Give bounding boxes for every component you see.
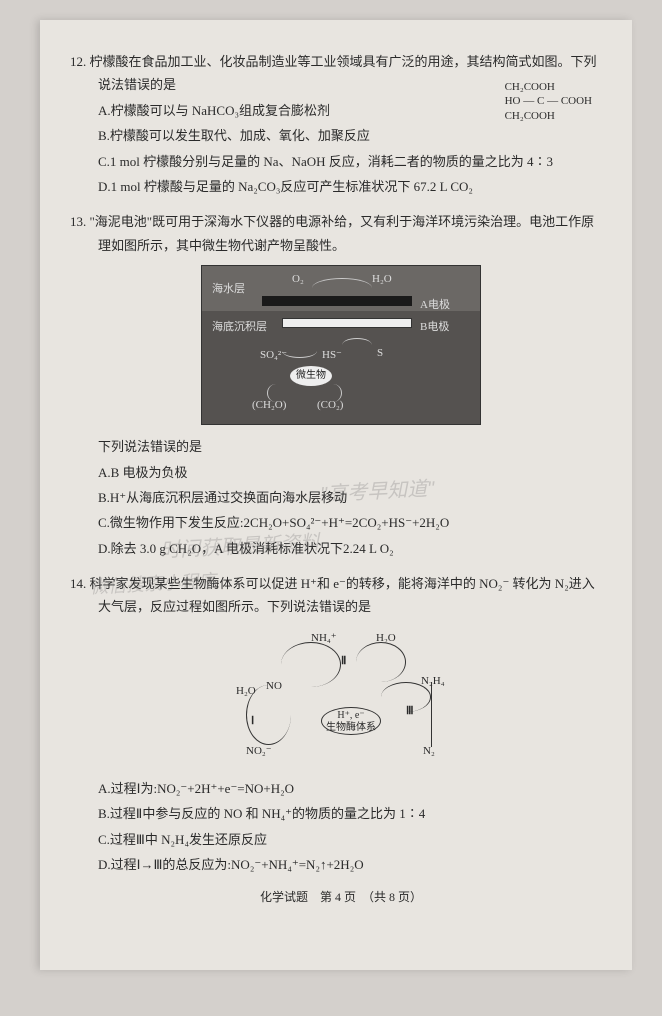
curve-2 (281, 642, 341, 687)
o2-label: O₂ (292, 270, 304, 290)
electrode-b-label: B电极 (420, 318, 449, 338)
q14-opt-c: C.过程Ⅲ中 N₂H₄发生还原反应 (70, 828, 612, 851)
q12-opt-b: B.柠檬酸可以发生取代、加成、氧化、加聚反应 (70, 124, 612, 147)
q14-opt-a: A.过程Ⅰ为:NO₂⁻+2H⁺+e⁻=NO+H₂O (70, 777, 612, 800)
arc-arrow-4 (267, 384, 285, 402)
q12-text: 柠檬酸在食品加工业、化妆品制造业等工业领域具有广泛的用途，其结构简式如图。下列 (90, 54, 597, 69)
sea-mud-battery-diagram: 海水层 O₂ H₂O A电极 海底沉积层 B电极 SO₄²⁻ HS⁻ S 微生物… (201, 265, 481, 425)
electrode-a (262, 296, 412, 306)
q12-opt-d: D.1 mol 柠檬酸与足量的 Na₂CO₃反应可产生标准状况下 67.2 L … (70, 175, 612, 198)
q13-opt-d: D.除去 3.0 g CH₂O，A 电极消耗标准状况下2.24 L O₂ (70, 537, 612, 560)
sea-label: 海水层 (212, 280, 245, 300)
q13-text2: 理如图所示，其中微生物代谢产物呈酸性。 (70, 234, 612, 257)
arc-arrow (312, 278, 372, 298)
q12-opt-c: C.1 mol 柠檬酸分别与足量的 Na、NaOH 反应，消耗二者的物质的量之比… (70, 150, 612, 173)
bio-enzyme-oval: H⁺, e⁻ 生物酶体系 (321, 707, 381, 735)
q14-opt-d: D.过程Ⅰ→Ⅲ的总反应为:NO₂⁻+NH₄⁺=N₂↑+2H₂O (70, 853, 612, 876)
watermark-1: "高考早知道" (319, 472, 435, 507)
line-3 (431, 682, 432, 747)
bio-line2: 生物酶体系 (322, 722, 380, 734)
page-footer: 化学试题 第 4 页 （共 8 页） (70, 888, 612, 905)
n2-label: N₂ (423, 742, 435, 762)
enzyme-cycle-diagram: H⁺, e⁻ 生物酶体系 NO NO₂⁻ NH₄⁺ H₂O H₂O N₂H₄ N… (211, 627, 471, 767)
bio-line1: H⁺, e⁻ (322, 710, 380, 722)
curve-1 (246, 685, 291, 745)
arc-arrow-3 (342, 338, 372, 352)
microbe-oval: 微生物 (290, 366, 332, 386)
struct-l2: HO — C — COOH (505, 94, 592, 108)
h2o-label: H₂O (372, 270, 392, 290)
roman-2: Ⅱ (341, 652, 346, 672)
q13-opt-c: C.微生物作用下发生反应:2CH₂O+SO₄²⁻+H⁺=2CO₂+HS⁻+2H₂… (70, 511, 612, 534)
struct-l1: CH₂COOH (505, 80, 592, 94)
q13-text: "海泥电池"既可用于深海水下仪器的电源补给，又有利于海洋环境污染治理。电池工作原 (90, 214, 595, 229)
citric-acid-structure: CH₂COOH HO — C — COOH CH₂COOH (505, 80, 592, 123)
struct-l3: CH₂COOH (505, 109, 592, 123)
q14-num: 14. (70, 576, 86, 591)
sediment-label: 海底沉积层 (212, 318, 267, 338)
electrode-b (282, 318, 412, 328)
q14-text2: 大气层，反应过程如图所示。下列说法错误的是 (70, 595, 612, 618)
q12-num: 12. (70, 54, 86, 69)
q13-num: 13. (70, 214, 86, 229)
q13-subtext: 下列说法错误的是 (70, 435, 612, 458)
hs-label: HS⁻ (322, 346, 342, 366)
s-label: S (377, 344, 383, 364)
curve-4 (381, 682, 431, 712)
no2-label: NO₂⁻ (246, 742, 272, 762)
curve-3 (356, 642, 406, 682)
arc-arrow-5 (324, 384, 342, 402)
q14-opt-b: B.过程Ⅱ中参与反应的 NO 和 NH₄⁺的物质的量之比为 1∶4 (70, 802, 612, 825)
